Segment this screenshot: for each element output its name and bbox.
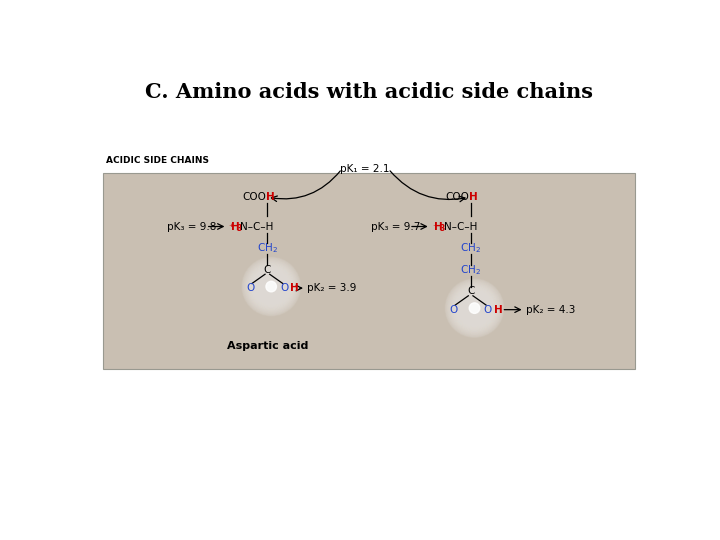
Text: O: O — [280, 283, 289, 293]
Text: $^+$: $^+$ — [431, 222, 438, 231]
Circle shape — [245, 260, 297, 313]
Circle shape — [243, 258, 300, 315]
Circle shape — [243, 259, 299, 314]
Text: H: H — [290, 283, 300, 293]
Text: ACIDIC SIDE CHAINS: ACIDIC SIDE CHAINS — [106, 156, 209, 165]
Text: CH$_2$: CH$_2$ — [257, 241, 278, 255]
Circle shape — [446, 280, 503, 336]
Text: N–C–H: N–C–H — [444, 221, 477, 232]
FancyBboxPatch shape — [102, 173, 636, 369]
Text: C. Amino acids with acidic side chains: C. Amino acids with acidic side chains — [145, 82, 593, 102]
Text: pK₃ = 9.7: pK₃ = 9.7 — [371, 221, 420, 232]
Circle shape — [244, 260, 298, 314]
Circle shape — [266, 281, 276, 292]
Text: CH$_2$: CH$_2$ — [460, 241, 481, 255]
Text: pK₂ = 3.9: pK₂ = 3.9 — [307, 283, 357, 293]
Text: O: O — [483, 305, 492, 315]
Text: H: H — [494, 305, 503, 315]
Text: pK₂ = 4.3: pK₂ = 4.3 — [526, 305, 575, 315]
Text: O: O — [449, 305, 458, 315]
Circle shape — [447, 281, 502, 335]
Text: COO: COO — [445, 192, 469, 202]
Text: C: C — [467, 286, 474, 296]
Text: H: H — [266, 192, 274, 202]
Text: Aspartic acid: Aspartic acid — [227, 341, 308, 351]
Circle shape — [242, 257, 300, 316]
Text: H: H — [469, 192, 478, 202]
Text: O: O — [246, 283, 255, 293]
Circle shape — [446, 280, 503, 336]
Text: pK₃ = 9.8: pK₃ = 9.8 — [167, 221, 217, 232]
Circle shape — [448, 282, 501, 334]
Text: pK₁ = 2.1: pK₁ = 2.1 — [341, 164, 390, 174]
Text: C: C — [264, 265, 271, 275]
Circle shape — [469, 303, 480, 313]
Text: N–C–H: N–C–H — [240, 221, 274, 232]
Text: H: H — [434, 221, 444, 232]
Text: 3: 3 — [237, 224, 242, 233]
Text: H: H — [231, 221, 240, 232]
Text: COO: COO — [242, 192, 266, 202]
Circle shape — [445, 279, 504, 338]
Text: CH$_2$: CH$_2$ — [460, 263, 481, 276]
Text: $^+$: $^+$ — [228, 222, 235, 231]
Text: 3: 3 — [440, 224, 445, 233]
